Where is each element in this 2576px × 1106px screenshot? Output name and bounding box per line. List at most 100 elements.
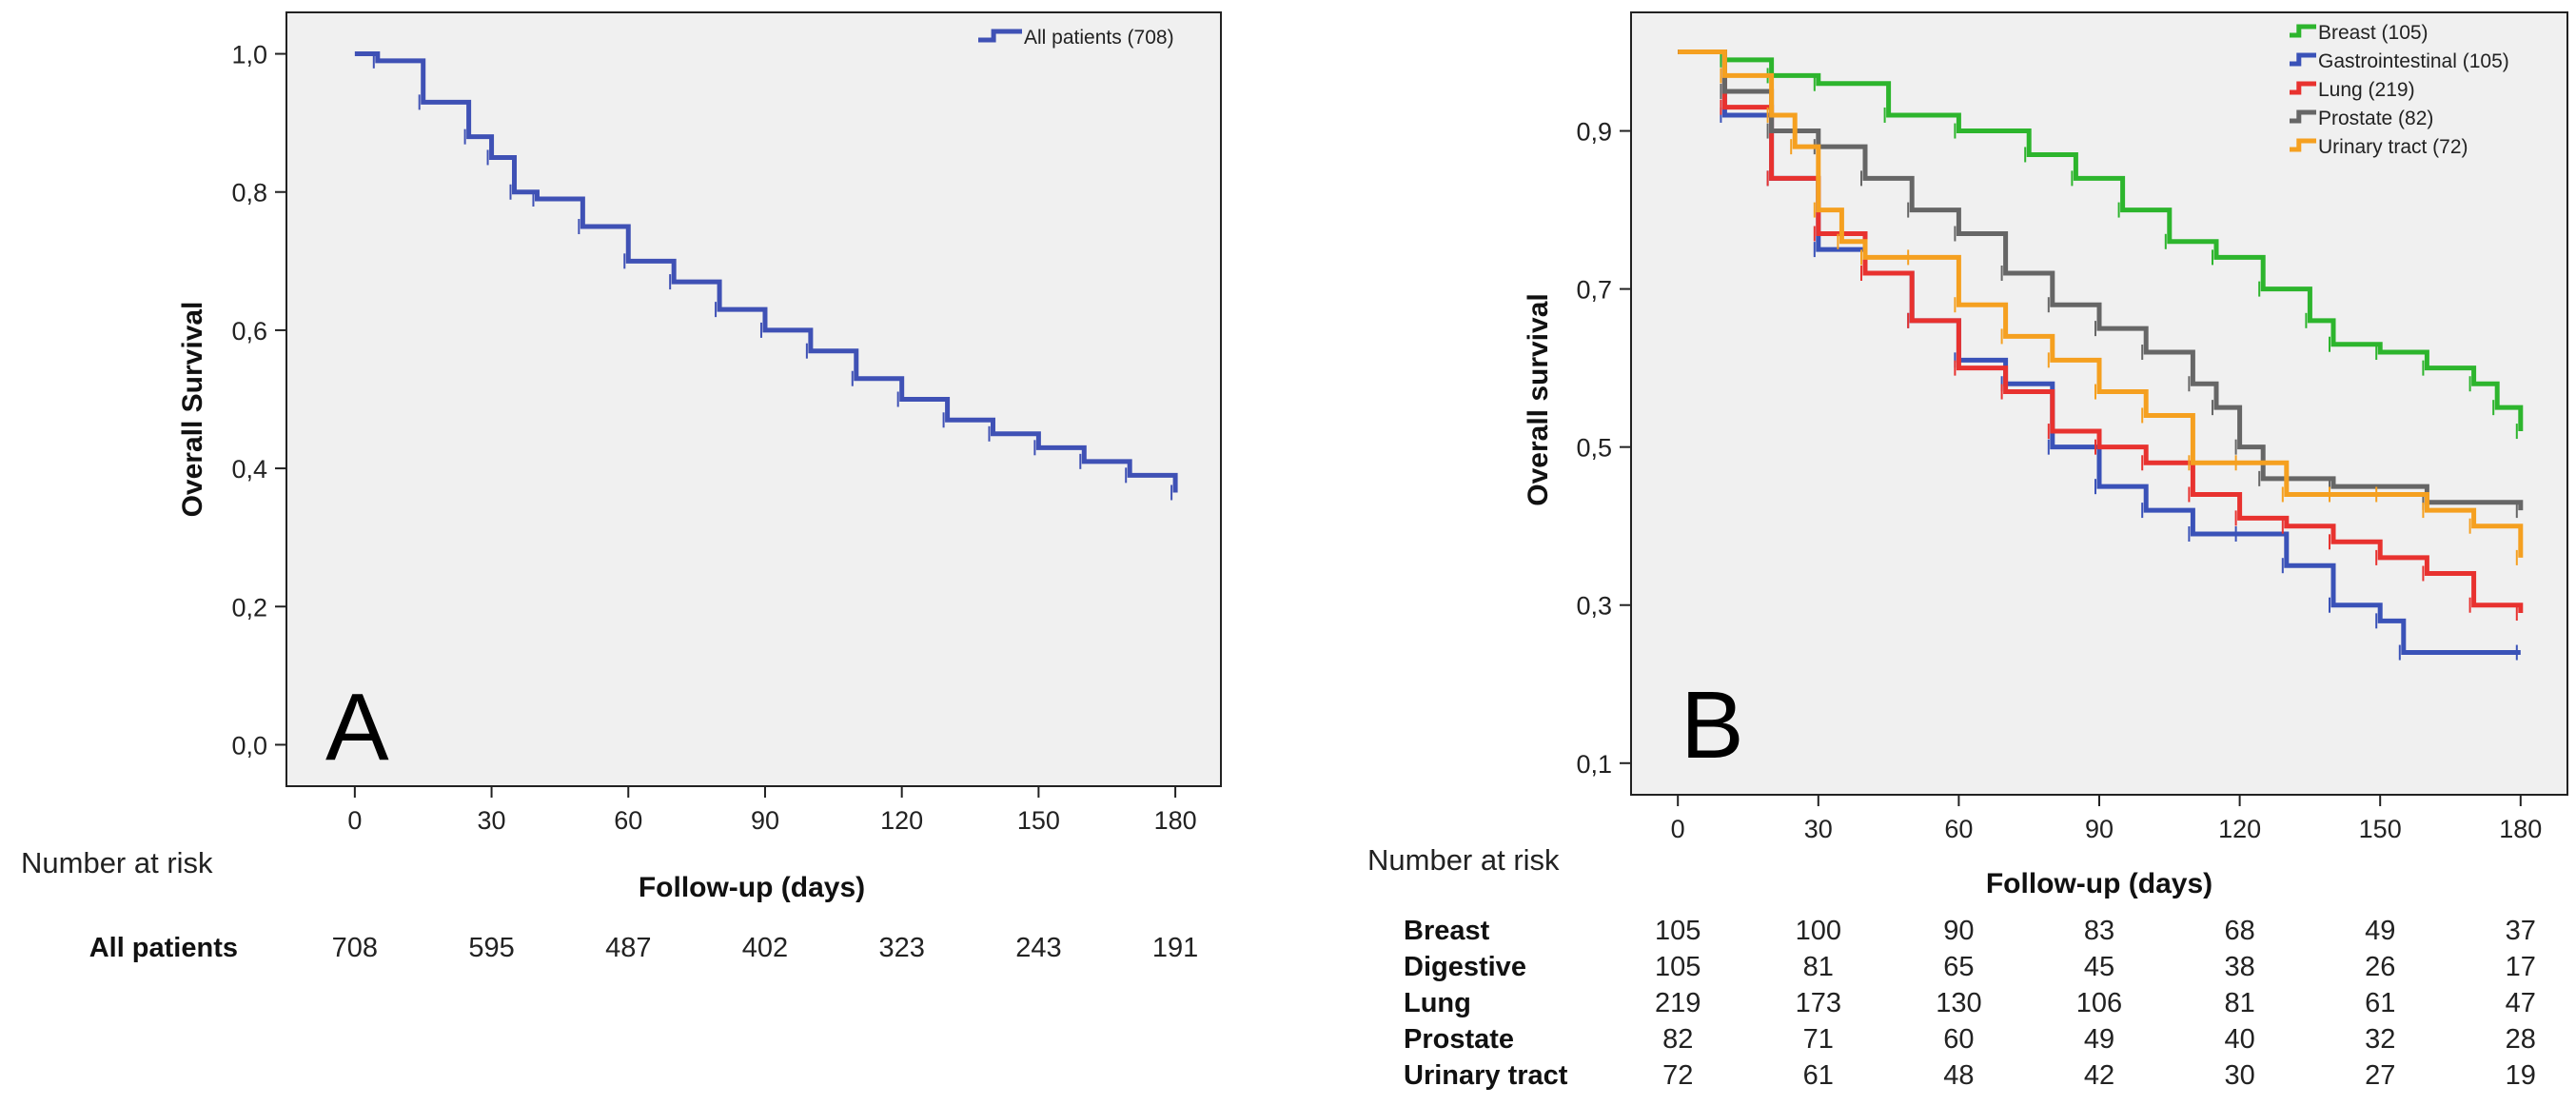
panel-b-ytick-label: 0,7 xyxy=(1576,276,1612,305)
panel-b-risk-row-label-prostate: Prostate xyxy=(1404,1024,1514,1055)
panel-b-risk-value-breast: 100 xyxy=(1796,916,1841,946)
panel-b-risk-value-lung: 47 xyxy=(2506,988,2536,1018)
panel-b-risk-value-urinary-tract: 72 xyxy=(1662,1060,1693,1091)
panel-b-risk-value-prostate: 60 xyxy=(1943,1024,1974,1055)
panel-a-ytick-label: 1,0 xyxy=(231,41,267,69)
panel-b-risk-value-breast: 90 xyxy=(1943,916,1974,946)
panel-b-xtick-label: 90 xyxy=(2085,815,2114,843)
panel-b-risk-value-urinary-tract: 19 xyxy=(2506,1060,2536,1091)
panel-b-ytick-label: 0,3 xyxy=(1576,592,1612,621)
panel-b-risk-value-breast: 49 xyxy=(2365,916,2395,946)
panel-b-series-breast-105 xyxy=(1678,49,2524,432)
panel-b-risk-value-urinary-tract: 30 xyxy=(2224,1060,2254,1091)
panel-b-risk-value-digestive: 38 xyxy=(2224,952,2254,982)
panel-a-risk-value-all-patients: 708 xyxy=(332,933,378,963)
panel-b-survival-by-cancer-site: 0,9 0,7 0,5 0,3 0,1 0 30 60 90 120 150 180 Overall s… xyxy=(1367,11,2568,1091)
panel-a-risk-value-all-patients: 191 xyxy=(1152,933,1198,963)
panel-a-series-all-patients-708 xyxy=(354,51,1178,493)
panel-b-legend-swatch-gastrointestinal-105 xyxy=(2290,52,2316,67)
panel-a-risk-value-all-patients: 402 xyxy=(742,933,788,963)
panel-b-risk-value-lung: 106 xyxy=(2076,988,2122,1018)
panel-a-ytick-label: 0,4 xyxy=(231,455,267,484)
panel-b-risk-value-lung: 130 xyxy=(1936,988,1981,1018)
panel-b-risk-row-label-urinary-tract: Urinary tract xyxy=(1404,1060,1568,1091)
panel-b-risk-value-digestive: 17 xyxy=(2506,952,2536,982)
panel-b-ytick-label: 0,5 xyxy=(1576,434,1612,463)
panel-a-risk-row-label-all-patients: All patients xyxy=(89,933,238,963)
panel-b-legend-swatch-breast-105 xyxy=(2290,24,2316,38)
panel-a-plot-area xyxy=(285,11,1222,787)
panel-b-risk-value-prostate: 49 xyxy=(2084,1024,2114,1055)
panel-b-x-axis-label: Follow-up (days) xyxy=(1986,868,2212,899)
panel-b-risk-value-prostate: 71 xyxy=(1803,1024,1834,1055)
panel-b-letter: B xyxy=(1681,672,1744,779)
panel-a-risk-value-all-patients: 487 xyxy=(605,933,651,963)
panel-b-risk-value-prostate: 32 xyxy=(2365,1024,2395,1055)
panel-b-risk-value-prostate: 40 xyxy=(2224,1024,2254,1055)
panel-a-ytick-label: 0,0 xyxy=(231,731,267,760)
panel-a-xtick-label: 30 xyxy=(478,806,506,835)
panel-b-risk-table-header: Number at risk xyxy=(1367,843,1560,877)
panel-a-xtick-label: 180 xyxy=(1154,806,1197,835)
panel-b-risk-row-label-digestive: Digestive xyxy=(1404,952,1526,982)
panel-b-risk-value-lung: 61 xyxy=(2365,988,2395,1018)
panel-a-xtick-label: 0 xyxy=(347,806,362,835)
panel-b-risk-value-urinary-tract: 27 xyxy=(2365,1060,2395,1091)
panel-b-xtick-label: 0 xyxy=(1671,815,1685,843)
panel-b-risk-value-breast: 83 xyxy=(2084,916,2114,946)
panel-a-risk-value-all-patients: 243 xyxy=(1015,933,1061,963)
panel-b-risk-value-lung: 81 xyxy=(2224,988,2254,1018)
panel-b-risk-value-digestive: 105 xyxy=(1655,952,1701,982)
panel-b-risk-value-digestive: 81 xyxy=(1803,952,1834,982)
panel-b-xtick-label: 120 xyxy=(2218,815,2261,843)
panel-a-legend-label-all-patients-708: All patients (708) xyxy=(1024,27,1174,49)
panel-b-risk-row-label-lung: Lung xyxy=(1404,988,1471,1018)
panel-a-ytick-label: 0,6 xyxy=(231,317,267,346)
panel-b-legend-swatch-urinary-tract-72 xyxy=(2290,138,2316,152)
panel-b-legend-label-lung-219: Lung (219) xyxy=(2318,79,2415,101)
panel-b-risk-value-urinary-tract: 48 xyxy=(1943,1060,1974,1091)
panel-a-xtick-label: 60 xyxy=(614,806,642,835)
panel-b-xtick-label: 150 xyxy=(2359,815,2402,843)
panel-b-risk-value-prostate: 82 xyxy=(1662,1024,1693,1055)
panel-b-risk-value-urinary-tract: 61 xyxy=(1803,1060,1834,1091)
panel-a-risk-value-all-patients: 595 xyxy=(468,933,514,963)
panel-a-xtick-label: 90 xyxy=(751,806,779,835)
panel-a-ytick-label: 0,2 xyxy=(231,593,267,622)
panel-b-series-urinary-tract-72 xyxy=(1678,49,2524,558)
panel-b-legend-swatch-prostate-82 xyxy=(2290,109,2316,124)
panel-b-legend-swatch-lung-219 xyxy=(2290,81,2316,95)
panel-b-risk-value-breast: 68 xyxy=(2224,916,2254,946)
panel-b-ytick-label: 0,1 xyxy=(1576,750,1612,779)
panel-b-risk-value-digestive: 65 xyxy=(1943,952,1974,982)
panel-a-overall-survival: 1,0 0,8 0,6 0,4 0,2 0,0 0 30 60 90 120 150 180 Overal… xyxy=(21,11,1222,963)
panel-b-series-lung-219 xyxy=(1678,49,2524,614)
panel-b-risk-value-urinary-tract: 42 xyxy=(2084,1060,2114,1091)
panel-b-risk-value-lung: 173 xyxy=(1796,988,1841,1018)
panel-b-plot-area xyxy=(1630,11,2568,796)
panel-a-ytick-label: 0,8 xyxy=(231,179,267,207)
panel-b-y-axis-label: Overall survival xyxy=(1523,293,1554,505)
panel-b-legend-label-prostate-82: Prostate (82) xyxy=(2318,108,2433,129)
panel-b-legend-label-gastrointestinal-105: Gastrointestinal (105) xyxy=(2318,50,2509,72)
panel-b-legend-label-breast-105: Breast (105) xyxy=(2318,22,2429,44)
panel-b-xtick-label: 30 xyxy=(1804,815,1833,843)
panel-b-risk-value-lung: 219 xyxy=(1655,988,1701,1018)
panel-b-risk-value-breast: 37 xyxy=(2506,916,2536,946)
panel-a-xtick-label: 150 xyxy=(1017,806,1060,835)
panel-b-risk-value-digestive: 26 xyxy=(2365,952,2395,982)
panel-b-xtick-label: 60 xyxy=(1944,815,1973,843)
panel-b-risk-value-breast: 105 xyxy=(1655,916,1701,946)
panel-a-letter: A xyxy=(325,674,389,780)
panel-a-xtick-label: 120 xyxy=(880,806,923,835)
panel-b-xtick-label: 180 xyxy=(2499,815,2542,843)
panel-b-legend-label-urinary-tract-72: Urinary tract (72) xyxy=(2318,136,2468,158)
panel-a-risk-table-header: Number at risk xyxy=(21,846,213,879)
panel-b-risk-value-prostate: 28 xyxy=(2506,1024,2536,1055)
panel-a-risk-value-all-patients: 323 xyxy=(878,933,924,963)
panel-b-risk-value-digestive: 45 xyxy=(2084,952,2114,982)
panel-a-y-axis-label: Overall Survival xyxy=(177,302,208,518)
panel-b-risk-row-label-breast: Breast xyxy=(1404,916,1490,946)
panel-a-x-axis-label: Follow-up (days) xyxy=(639,872,865,903)
